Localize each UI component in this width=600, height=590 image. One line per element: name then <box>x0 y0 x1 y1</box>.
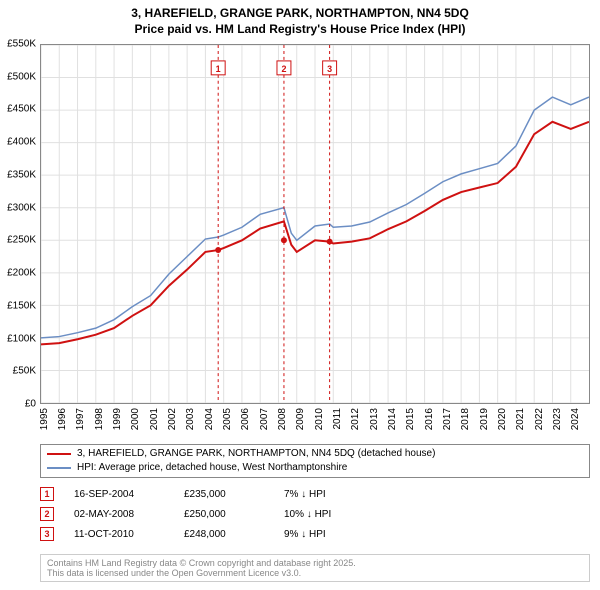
legend-label-price: 3, HAREFIELD, GRANGE PARK, NORTHAMPTON, … <box>77 447 435 461</box>
x-tick-label: 1998 <box>94 408 105 430</box>
legend-swatch-price <box>47 453 71 455</box>
x-tick-label: 2008 <box>277 408 288 430</box>
attribution-line-1: Contains HM Land Registry data © Crown c… <box>47 558 583 568</box>
chart-title: 3, HAREFIELD, GRANGE PARK, NORTHAMPTON, … <box>0 0 600 37</box>
chart-svg: 1 2 3 <box>41 45 589 403</box>
y-tick-label: £450K <box>7 104 36 115</box>
y-tick-label: £400K <box>7 137 36 148</box>
attribution: Contains HM Land Registry data © Crown c… <box>40 554 590 582</box>
x-tick-label: 1996 <box>57 408 68 430</box>
title-line-1: 3, HAREFIELD, GRANGE PARK, NORTHAMPTON, … <box>0 6 600 22</box>
marker-hpi-diff: 10% ↓ HPI <box>284 509 374 520</box>
marker-table: 1 16-SEP-2004 £235,000 7% ↓ HPI 2 02-MAY-2008… <box>40 484 590 544</box>
marker-price: £235,000 <box>184 489 264 500</box>
x-tick-label: 2005 <box>222 408 233 430</box>
y-tick-label: £0 <box>25 399 36 410</box>
x-tick-label: 2006 <box>240 408 251 430</box>
marker-row: 2 02-MAY-2008 £250,000 10% ↓ HPI <box>40 504 590 524</box>
x-tick-label: 2016 <box>424 408 435 430</box>
y-axis-labels: £0£50K£100K£150K£200K£250K£300K£350K£400… <box>0 44 38 404</box>
y-tick-label: £200K <box>7 268 36 279</box>
x-tick-label: 2015 <box>405 408 416 430</box>
marker-date: 02-MAY-2008 <box>74 509 164 520</box>
x-tick-label: 2009 <box>295 408 306 430</box>
x-tick-label: 2001 <box>149 408 160 430</box>
svg-text:1: 1 <box>216 64 221 74</box>
y-tick-label: £100K <box>7 333 36 344</box>
y-tick-label: £250K <box>7 235 36 246</box>
y-tick-label: £50K <box>13 366 36 377</box>
x-tick-label: 2002 <box>167 408 178 430</box>
marker-number-box: 3 <box>40 527 54 541</box>
x-tick-label: 2018 <box>460 408 471 430</box>
y-tick-label: £350K <box>7 169 36 180</box>
marker-hpi-diff: 9% ↓ HPI <box>284 529 374 540</box>
legend-row-price: 3, HAREFIELD, GRANGE PARK, NORTHAMPTON, … <box>47 447 583 461</box>
legend: 3, HAREFIELD, GRANGE PARK, NORTHAMPTON, … <box>40 444 590 478</box>
attribution-line-2: This data is licensed under the Open Gov… <box>47 568 583 578</box>
x-tick-label: 2012 <box>350 408 361 430</box>
x-tick-label: 2017 <box>442 408 453 430</box>
x-tick-label: 2000 <box>130 408 141 430</box>
x-tick-label: 2023 <box>552 408 563 430</box>
marker-date: 16-SEP-2004 <box>74 489 164 500</box>
y-tick-label: £550K <box>7 39 36 50</box>
marker-number-box: 1 <box>40 487 54 501</box>
marker-date: 11-OCT-2010 <box>74 529 164 540</box>
marker-price: £250,000 <box>184 509 264 520</box>
legend-row-hpi: HPI: Average price, detached house, West… <box>47 461 583 475</box>
title-line-2: Price paid vs. HM Land Registry's House … <box>0 22 600 38</box>
y-tick-label: £150K <box>7 300 36 311</box>
x-tick-label: 2010 <box>314 408 325 430</box>
x-tick-label: 2014 <box>387 408 398 430</box>
x-tick-label: 2022 <box>534 408 545 430</box>
x-tick-label: 2013 <box>369 408 380 430</box>
y-tick-label: £500K <box>7 71 36 82</box>
marker-hpi-diff: 7% ↓ HPI <box>284 489 374 500</box>
y-tick-label: £300K <box>7 202 36 213</box>
x-axis-labels: 1995 1996 1997 1998 1999 2000 2001 2002 2003 2004… <box>40 404 590 444</box>
chart-container: 3, HAREFIELD, GRANGE PARK, NORTHAMPTON, … <box>0 0 600 590</box>
x-tick-label: 1995 <box>39 408 50 430</box>
x-tick-label: 1997 <box>75 408 86 430</box>
marker-price: £248,000 <box>184 529 264 540</box>
svg-text:3: 3 <box>327 64 332 74</box>
x-tick-label: 2003 <box>185 408 196 430</box>
x-tick-label: 1999 <box>112 408 123 430</box>
svg-text:2: 2 <box>281 64 286 74</box>
chart-plot-area: 1 2 3 <box>40 44 590 404</box>
marker-number-box: 2 <box>40 507 54 521</box>
legend-swatch-hpi <box>47 467 71 469</box>
marker-row: 1 16-SEP-2004 £235,000 7% ↓ HPI <box>40 484 590 504</box>
legend-label-hpi: HPI: Average price, detached house, West… <box>77 461 347 475</box>
x-tick-label: 2020 <box>497 408 508 430</box>
x-tick-label: 2021 <box>515 408 526 430</box>
marker-row: 3 11-OCT-2010 £248,000 9% ↓ HPI <box>40 524 590 544</box>
x-tick-label: 2024 <box>570 408 581 430</box>
x-tick-label: 2007 <box>259 408 270 430</box>
x-tick-label: 2011 <box>332 408 343 430</box>
x-tick-label: 2019 <box>479 408 490 430</box>
x-tick-label: 2004 <box>204 408 215 430</box>
